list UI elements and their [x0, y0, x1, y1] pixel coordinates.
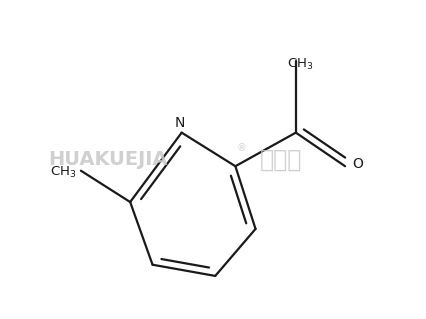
- Text: ®: ®: [236, 144, 246, 153]
- Text: HUAKUEJIA: HUAKUEJIA: [48, 150, 168, 169]
- Text: N: N: [174, 116, 184, 130]
- Text: O: O: [352, 157, 363, 171]
- Text: CH$_3$: CH$_3$: [50, 165, 76, 181]
- Text: CH$_3$: CH$_3$: [287, 56, 314, 71]
- Text: 化学加: 化学加: [259, 147, 302, 172]
